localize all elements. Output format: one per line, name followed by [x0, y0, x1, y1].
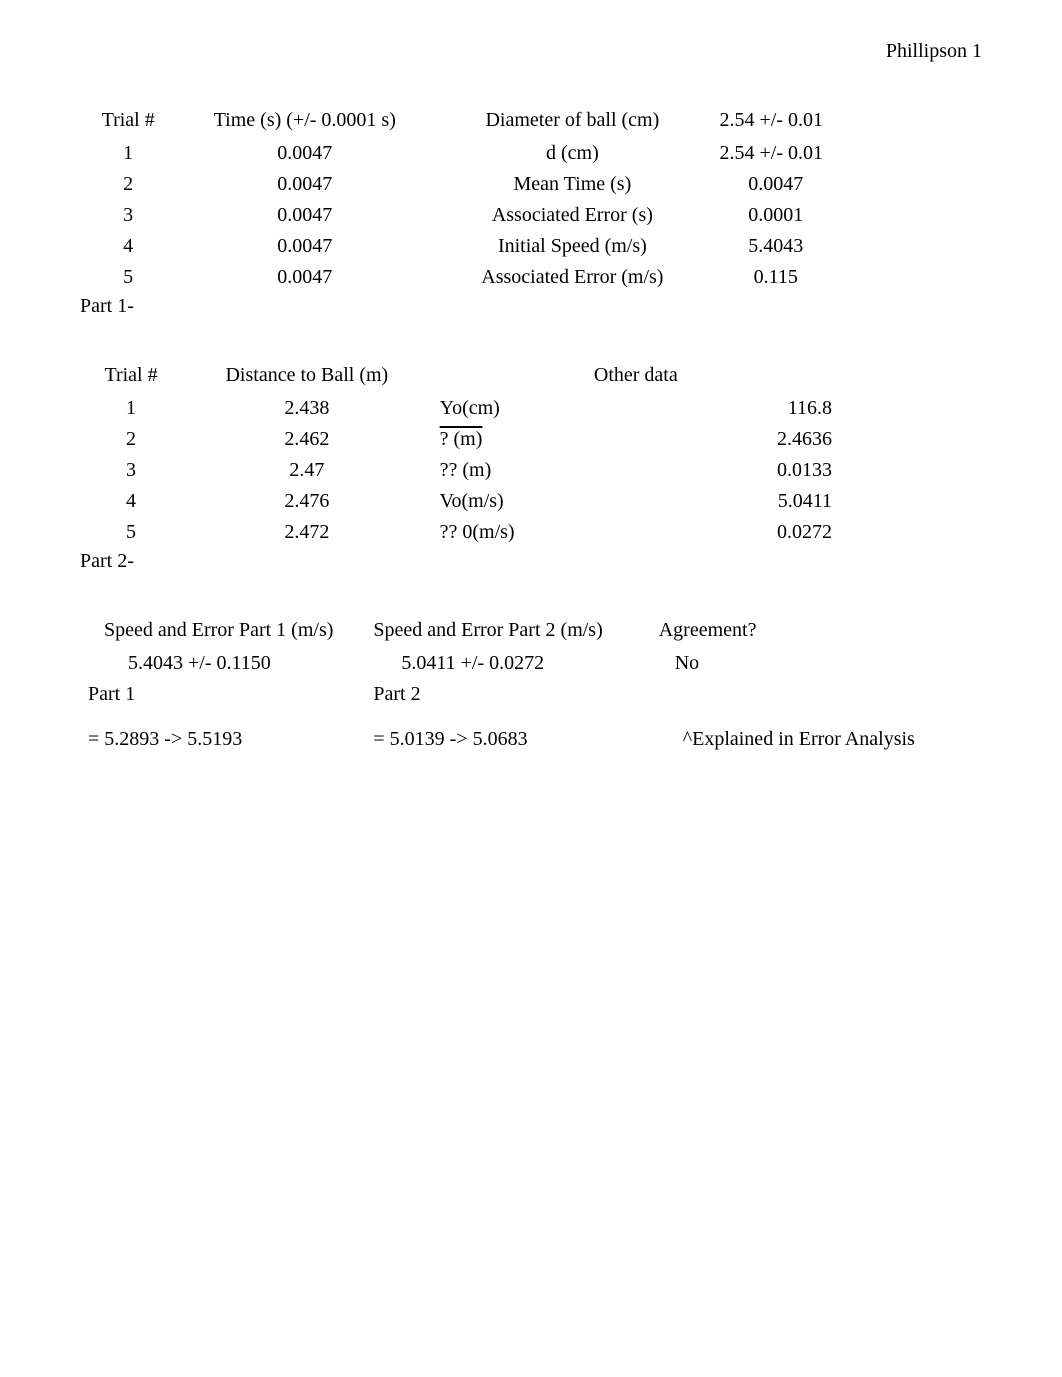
cell-agreement: No [651, 648, 980, 679]
cell-trial: 1 [80, 393, 182, 424]
cell-time: 0.0047 [176, 138, 433, 169]
cell-trial: 3 [80, 455, 182, 486]
table-row: 1 0.0047 d (cm) 2.54 +/- 0.01 [80, 138, 840, 169]
table-row: 5 0.0047 Associated Error (m/s) 0.115 [80, 262, 840, 293]
cell-time: 0.0047 [176, 262, 433, 293]
cell-part1-label: Part 1 [80, 679, 365, 710]
cell-speed1: 5.4043 +/- 0.1150 [80, 648, 365, 679]
table-row: = 5.2893 -> 5.5193 = 5.0139 -> 5.0683 ^E… [80, 724, 980, 755]
cell-value: 0.115 [712, 262, 840, 293]
cell-value: 2.4636 [636, 424, 840, 455]
col-speed2-header: Speed and Error Part 2 (m/s) [365, 613, 650, 648]
cell-value: 0.0272 [636, 517, 840, 548]
table-row: Part 1 Part 2 [80, 679, 980, 710]
cell-trial: 4 [80, 486, 182, 517]
cell-distance: 2.47 [182, 455, 432, 486]
part2-table: Trial # Distance to Ball (m) Other data … [80, 358, 840, 548]
cell-part2-label: Part 2 [365, 679, 650, 710]
col-diameter-value-header: 2.54 +/- 0.01 [712, 103, 840, 138]
col-agreement-header: Agreement? [651, 613, 980, 648]
col-other-header: Other data [432, 358, 840, 393]
cell-value: 2.54 +/- 0.01 [712, 138, 840, 169]
cell-value: 0.0047 [712, 169, 840, 200]
cell-trial: 5 [80, 517, 182, 548]
col-distance-header: Distance to Ball (m) [182, 358, 432, 393]
col-trial-header: Trial # [80, 103, 176, 138]
cell-trial: 5 [80, 262, 176, 293]
running-header-text: Phillipson 1 [886, 40, 982, 62]
part2-label: Part 2- [80, 550, 982, 573]
cell-value: 5.0411 [636, 486, 840, 517]
table-row: 4 2.476 Vo(m/s) 5.0411 [80, 486, 840, 517]
cell-label: ? (m) [432, 424, 636, 455]
table-row: 4 0.0047 Initial Speed (m/s) 5.4043 [80, 231, 840, 262]
cell-label: Associated Error (s) [433, 200, 711, 231]
cell-label: ?? 0(m/s) [432, 517, 636, 548]
table-row: 1 2.438 Yo(cm) 116.8 [80, 393, 840, 424]
part1-table: Trial # Time (s) (+/- 0.0001 s) Diameter… [80, 103, 840, 293]
cell-label: Yo(cm) [432, 393, 636, 424]
table-row: 2 2.462 ? (m) 2.4636 [80, 424, 840, 455]
cell-label: Associated Error (m/s) [433, 262, 711, 293]
cell-speed2: 5.0411 +/- 0.0272 [365, 648, 650, 679]
cell-trial: 2 [80, 169, 176, 200]
cell-part2-range: = 5.0139 -> 5.0683 [365, 724, 650, 755]
cell-trial: 4 [80, 231, 176, 262]
cell-label: Vo(m/s) [432, 486, 636, 517]
cell-time: 0.0047 [176, 169, 433, 200]
table-row: 5 2.472 ?? 0(m/s) 0.0272 [80, 517, 840, 548]
cell-explained-note: ^Explained in Error Analysis [651, 724, 980, 755]
cell-trial: 2 [80, 424, 182, 455]
cell-distance: 2.462 [182, 424, 432, 455]
table-row: 3 0.0047 Associated Error (s) 0.0001 [80, 200, 840, 231]
cell-label: ?? (m) [432, 455, 636, 486]
running-header: Phillipson 1 [80, 40, 982, 63]
col-speed1-header: Speed and Error Part 1 (m/s) [80, 613, 365, 648]
part3-table: Speed and Error Part 1 (m/s) Speed and E… [80, 613, 980, 755]
table-header-row: Trial # Time (s) (+/- 0.0001 s) Diameter… [80, 103, 840, 138]
cell-time: 0.0047 [176, 231, 433, 262]
overline-text: ? (m) [440, 428, 483, 450]
cell-distance: 2.438 [182, 393, 432, 424]
cell-value: 0.0133 [636, 455, 840, 486]
table-header-row: Trial # Distance to Ball (m) Other data [80, 358, 840, 393]
cell-distance: 2.472 [182, 517, 432, 548]
cell-trial: 3 [80, 200, 176, 231]
cell-value: 0.0001 [712, 200, 840, 231]
cell-value: 5.4043 [712, 231, 840, 262]
part1-label: Part 1- [80, 295, 982, 318]
table-row: 3 2.47 ?? (m) 0.0133 [80, 455, 840, 486]
cell-part1-range: = 5.2893 -> 5.5193 [80, 724, 365, 755]
table-row: 5.4043 +/- 0.1150 5.0411 +/- 0.0272 No [80, 648, 980, 679]
cell-time: 0.0047 [176, 200, 433, 231]
cell-label: Mean Time (s) [433, 169, 711, 200]
cell-trial: 1 [80, 138, 176, 169]
cell-label: Initial Speed (m/s) [433, 231, 711, 262]
col-diameter-header: Diameter of ball (cm) [433, 103, 711, 138]
col-trial-header: Trial # [80, 358, 182, 393]
col-time-header: Time (s) (+/- 0.0001 s) [176, 103, 433, 138]
cell-value: 116.8 [636, 393, 840, 424]
cell-label: d (cm) [433, 138, 711, 169]
table-header-row: Speed and Error Part 1 (m/s) Speed and E… [80, 613, 980, 648]
cell-distance: 2.476 [182, 486, 432, 517]
table-row: 2 0.0047 Mean Time (s) 0.0047 [80, 169, 840, 200]
